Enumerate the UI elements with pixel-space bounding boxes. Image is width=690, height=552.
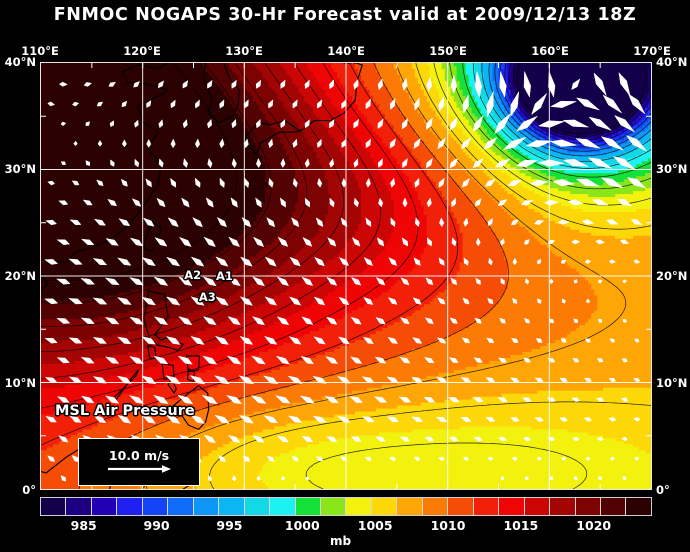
colorbar-swatch xyxy=(244,498,271,515)
colorbar[interactable] xyxy=(40,497,652,516)
annotation-a3: A3 xyxy=(198,289,216,304)
colorbar-tick-1005: 1005 xyxy=(357,518,393,533)
colorbar-swatch xyxy=(168,498,194,515)
lat-tick-right-10: 10°N xyxy=(656,376,688,390)
colorbar-swatch xyxy=(91,498,118,515)
lon-tick-150: 150°E xyxy=(429,44,467,58)
colorbar-unit-label: mb xyxy=(330,534,352,548)
colorbar-tick-1015: 1015 xyxy=(503,518,539,533)
colorbar-swatch xyxy=(270,498,296,515)
lat-tick-right-20: 20°N xyxy=(656,269,688,283)
lat-tick-left-10: 10°N xyxy=(4,376,36,390)
colorbar-tick-1000: 1000 xyxy=(284,518,320,533)
colorbar-tick-990: 990 xyxy=(143,518,170,533)
lat-tick-right-0: 0° xyxy=(656,483,670,497)
colorbar-swatch xyxy=(142,498,169,515)
wind-vector-layer xyxy=(44,71,648,482)
colorbar-swatch xyxy=(626,498,651,515)
colorbar-swatch xyxy=(499,498,525,515)
colorbar-tick-985: 985 xyxy=(70,518,97,533)
lon-tick-130: 130°E xyxy=(225,44,263,58)
colorbar-swatch xyxy=(422,498,449,515)
colorbar-swatch xyxy=(66,498,92,515)
annotation-a2: A2 xyxy=(184,267,202,282)
lon-tick-170: 170°E xyxy=(633,44,671,58)
colorbar-swatch xyxy=(473,498,500,515)
colorbar-swatch xyxy=(117,498,143,515)
lon-tick-110: 110°E xyxy=(21,44,59,58)
lon-tick-160: 160°E xyxy=(531,44,569,58)
colorbar-swatch xyxy=(524,498,551,515)
colorbar-swatch xyxy=(448,498,474,515)
annotation-a1: A1 xyxy=(216,269,233,284)
colorbar-swatch xyxy=(41,498,67,515)
pressure-field-layer xyxy=(41,63,651,489)
wind-scale-legend: 10.0 m/s xyxy=(78,438,200,486)
wind-vector-arrow-icon xyxy=(108,465,171,474)
page-title: FNMOC NOGAPS 30-Hr Forecast valid at 200… xyxy=(53,5,637,25)
colorbar-swatch xyxy=(550,498,576,515)
map-plot-area[interactable]: A1 A2 A3 xyxy=(40,62,652,490)
colorbar-tick-1020: 1020 xyxy=(576,518,612,533)
field-label: MSL Air Pressure xyxy=(55,403,195,419)
colorbar-swatch xyxy=(371,498,398,515)
wind-scale-value: 10.0 m/s xyxy=(108,447,170,463)
lat-tick-left-40: 40°N xyxy=(4,55,36,69)
lat-tick-right-30: 30°N xyxy=(656,162,688,176)
colorbar-tick-995: 995 xyxy=(216,518,243,533)
colorbar-swatch xyxy=(193,498,220,515)
lat-tick-left-20: 20°N xyxy=(4,269,36,283)
colorbar-swatch xyxy=(397,498,423,515)
colorbar-swatch xyxy=(219,498,245,515)
colorbar-swatch xyxy=(320,498,347,515)
colorbar-swatch xyxy=(295,498,321,515)
colorbar-swatch xyxy=(600,498,627,515)
colorbar-swatch xyxy=(346,498,372,515)
lat-tick-left-0: 0° xyxy=(22,483,36,497)
graticule-layer xyxy=(41,63,651,489)
colorbar-swatch xyxy=(575,498,601,515)
colorbar-tick-1010: 1010 xyxy=(430,518,466,533)
lat-tick-left-30: 30°N xyxy=(4,162,36,176)
map-canvas xyxy=(41,63,651,489)
lon-tick-120: 120°E xyxy=(123,44,161,58)
lon-tick-140: 140°E xyxy=(327,44,365,58)
lat-tick-right-40: 40°N xyxy=(656,55,688,69)
